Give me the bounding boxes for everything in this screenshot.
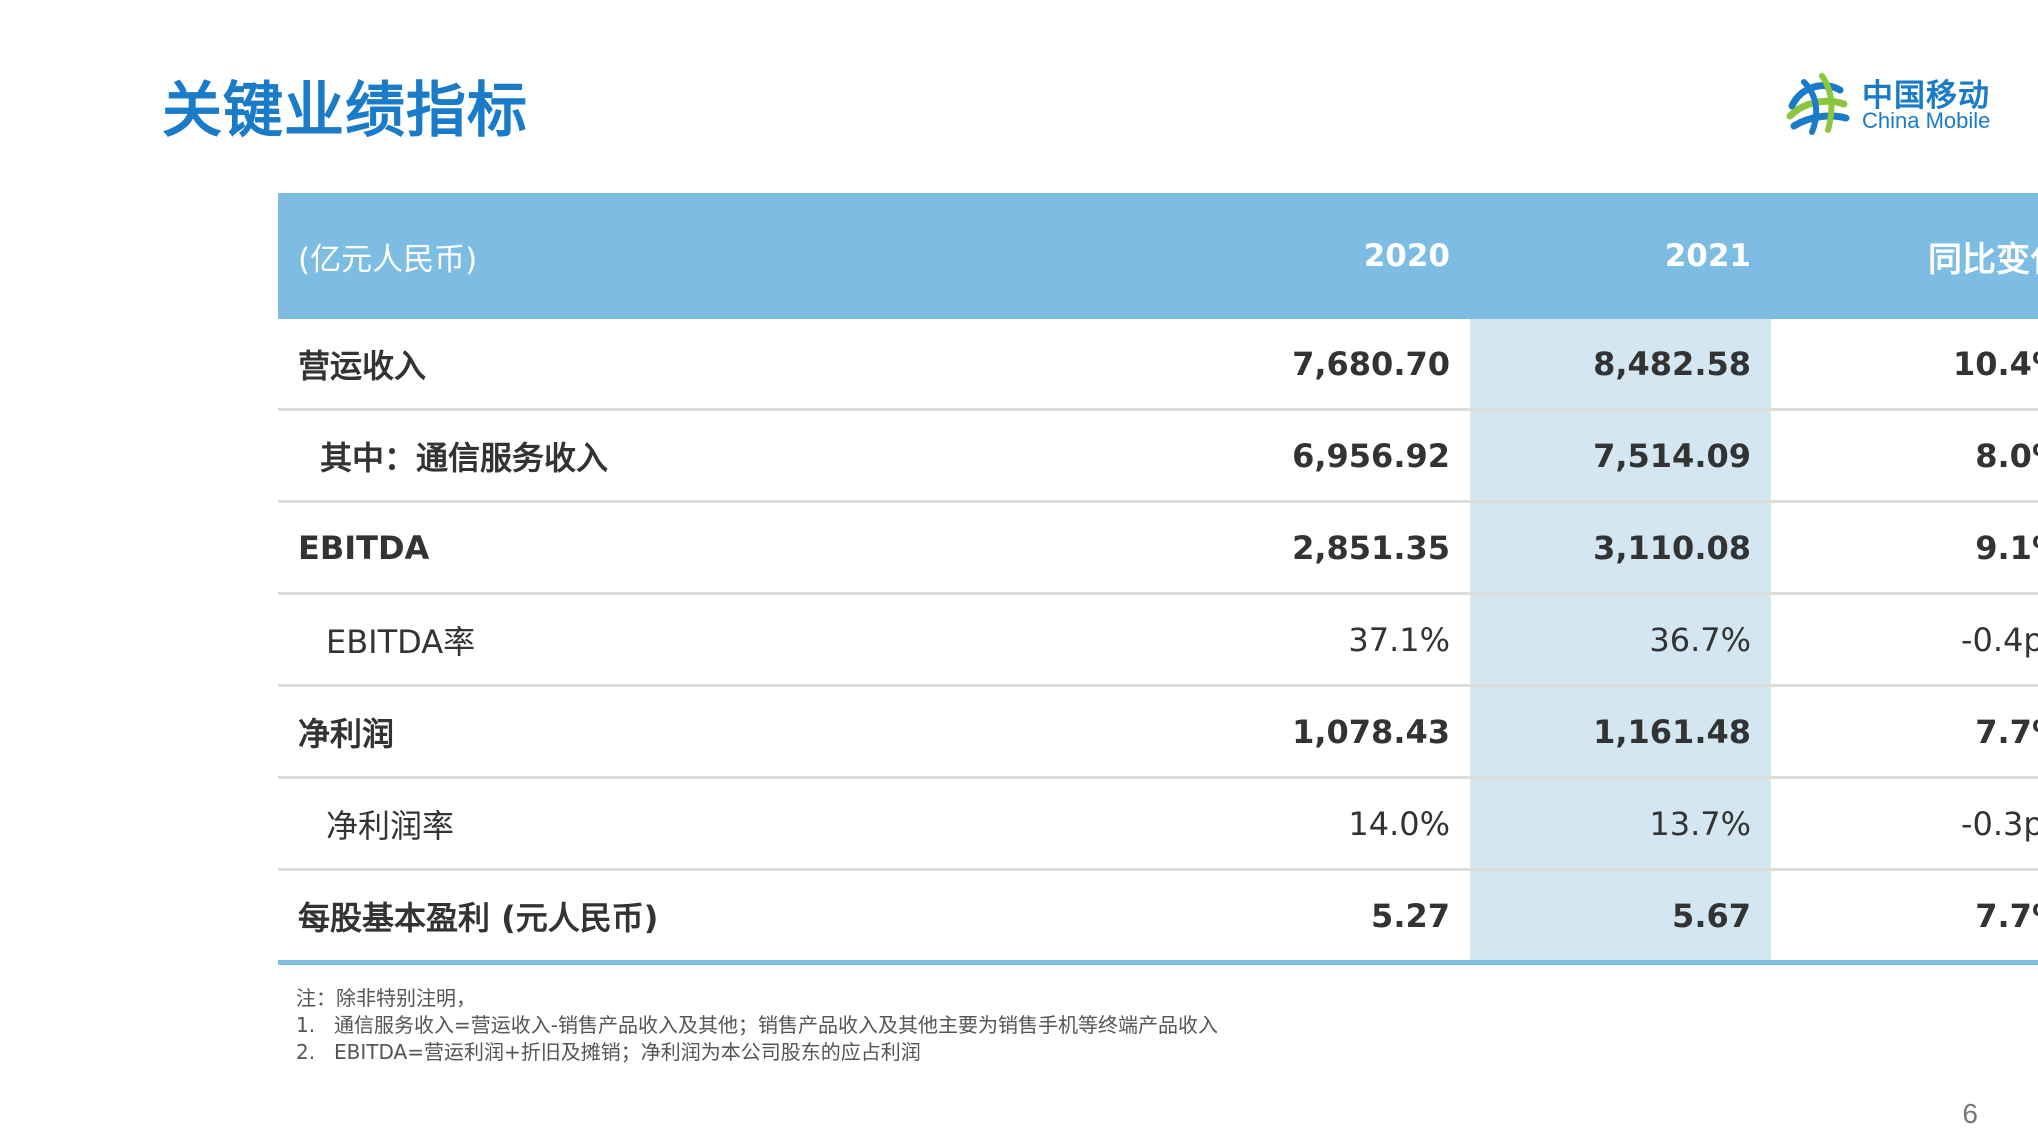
footnotes: 注：除非特别注明， 1. 通信服务收入=营运收入-销售产品收入及其他；销售产品收入…: [296, 985, 1218, 1066]
china-mobile-logo-icon: [1786, 73, 1850, 135]
kpi-table: (亿元人民币) 2020 2021 同比变化 营运收入 7,680.70 8,4…: [278, 193, 2038, 965]
header-unit: (亿元人民币): [278, 193, 1169, 319]
cell-2020: 14.0%: [1169, 777, 1470, 871]
cell-yoy: 7.7%: [1771, 685, 2038, 779]
row-label: 营运收入: [278, 319, 1169, 411]
footnote-text: EBITDA=营运利润+折旧及摊销；净利润为本公司股东的应占利润: [334, 1040, 921, 1064]
cell-2021: 7,514.09: [1470, 409, 1771, 503]
cell-2021: 5.67: [1470, 869, 1771, 965]
footnote-item: 1. 通信服务收入=营运收入-销售产品收入及其他；销售产品收入及其他主要为销售手机…: [296, 1012, 1218, 1039]
row-label: 净利润率: [278, 777, 1169, 871]
slide-title: 关键业绩指标: [162, 76, 528, 146]
table-row: 净利润 1,078.43 1,161.48 7.7%: [278, 685, 2038, 779]
china-mobile-logo: 中国移动 China Mobile: [1782, 68, 1992, 138]
footnote-text: 通信服务收入=营运收入-销售产品收入及其他；销售产品收入及其他主要为销售手机等终…: [334, 1013, 1218, 1037]
cell-yoy: -0.4pp: [1771, 593, 2038, 687]
footnote-intro: 注：除非特别注明，: [296, 986, 476, 1010]
table-row: 其中：通信服务收入 6,956.92 7,514.09 8.0%: [278, 409, 2038, 503]
row-label: EBITDA率: [278, 593, 1169, 687]
cell-2020: 37.1%: [1169, 593, 1470, 687]
table-row: EBITDA率 37.1% 36.7% -0.4pp: [278, 593, 2038, 687]
header-2020: 2020: [1169, 193, 1470, 319]
header-2021: 2021: [1470, 193, 1771, 319]
header-yoy: 同比变化: [1771, 193, 2038, 319]
cell-yoy: 8.0%: [1771, 409, 2038, 503]
footnote-item: 2. EBITDA=营运利润+折旧及摊销；净利润为本公司股东的应占利润: [296, 1039, 1218, 1066]
cell-yoy: 9.1%: [1771, 501, 2038, 595]
cell-2020: 6,956.92: [1169, 409, 1470, 503]
table-row: 每股基本盈利 (元人民币) 5.27 5.67 7.7%: [278, 869, 2038, 965]
cell-2021: 36.7%: [1470, 593, 1771, 687]
cell-2021: 1,161.48: [1470, 685, 1771, 779]
cell-2021: 13.7%: [1470, 777, 1771, 871]
footnote-number: 2.: [296, 1040, 316, 1064]
row-label: 净利润: [278, 685, 1169, 779]
cell-yoy: 7.7%: [1771, 869, 2038, 965]
row-label: EBITDA: [278, 501, 1169, 595]
table-row: 净利润率 14.0% 13.7% -0.3pp: [278, 777, 2038, 871]
logo-text-en: China Mobile: [1862, 108, 1991, 133]
logo-text-cn: 中国移动: [1862, 78, 1990, 114]
footnote-number: 1.: [296, 1013, 316, 1037]
page-number: 6: [1962, 1098, 1978, 1129]
cell-2020: 2,851.35: [1169, 501, 1470, 595]
table-header-row: (亿元人民币) 2020 2021 同比变化: [278, 193, 2038, 319]
cell-2020: 1,078.43: [1169, 685, 1470, 779]
cell-2021: 3,110.08: [1470, 501, 1771, 595]
cell-2020: 5.27: [1169, 869, 1470, 965]
row-label: 每股基本盈利 (元人民币): [278, 869, 1169, 965]
cell-yoy: 10.4%: [1771, 319, 2038, 411]
cell-2021: 8,482.58: [1470, 319, 1771, 411]
table-row: EBITDA 2,851.35 3,110.08 9.1%: [278, 501, 2038, 595]
cell-2020: 7,680.70: [1169, 319, 1470, 411]
cell-yoy: -0.3pp: [1771, 777, 2038, 871]
table-row: 营运收入 7,680.70 8,482.58 10.4%: [278, 319, 2038, 411]
row-label: 其中：通信服务收入: [278, 409, 1169, 503]
